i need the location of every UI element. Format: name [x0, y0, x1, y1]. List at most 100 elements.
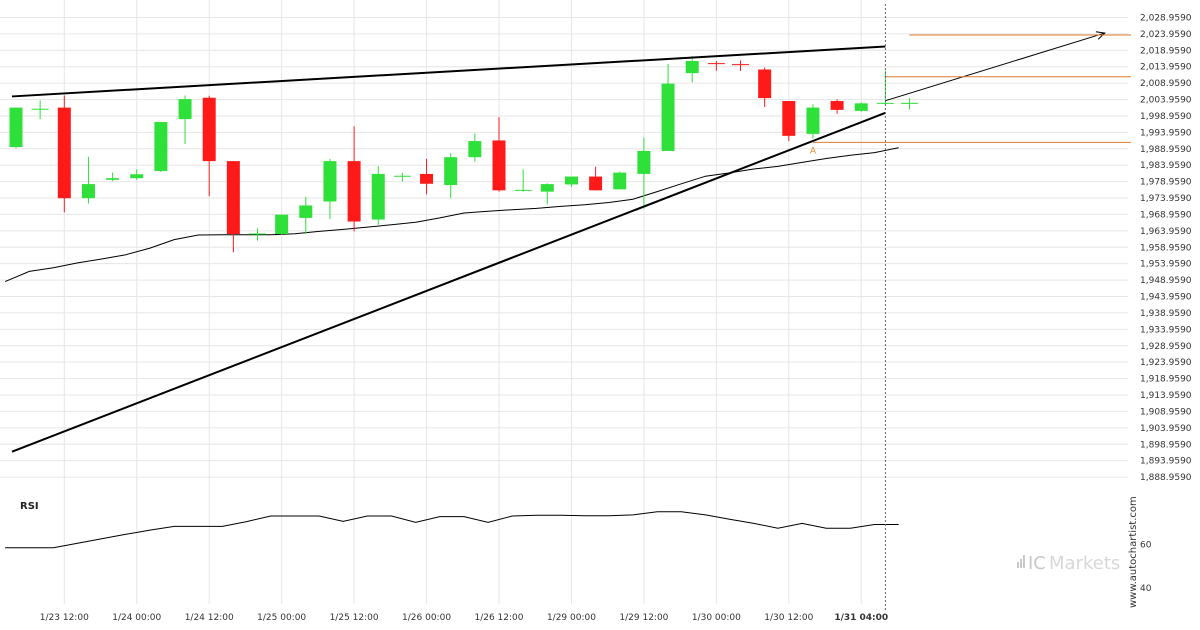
candle-body [323, 161, 337, 202]
candle-body [130, 174, 144, 179]
candle [514, 169, 532, 192]
candle-body [275, 214, 289, 234]
axes: 2,028.9590 2,023.9590 2,018.9590 2,013.9590… [40, 4, 1192, 623]
moving-average [4, 147, 899, 283]
pattern-marker-label: A [810, 147, 817, 157]
y-tick-label: 1,943.9590 [1140, 293, 1192, 303]
y-tick-label: 1,978.9590 [1140, 178, 1192, 188]
y-tick-label: 1,938.9590 [1140, 309, 1192, 319]
y-tick-label: 1,918.9590 [1140, 375, 1192, 385]
rsi-tick-label: 40 [1140, 584, 1152, 594]
projection-arrow-line [885, 32, 1105, 102]
y-tick-label: 2,008.9590 [1140, 79, 1192, 89]
y-tick-label: 1,893.9590 [1140, 457, 1192, 467]
candle-body [564, 176, 578, 185]
candle-body [81, 184, 95, 199]
candle-body [226, 161, 240, 234]
candle-body [782, 101, 796, 136]
x-tick-label: 1/23 12:00 [40, 613, 89, 623]
candle-body [854, 103, 868, 111]
trendlines [11, 31, 1106, 453]
candle-body [347, 161, 361, 222]
y-tick-label: 2,028.9590 [1140, 13, 1192, 23]
candle [31, 100, 49, 120]
x-tick-label: 1/29 00:00 [547, 613, 596, 623]
candle-body [613, 172, 627, 190]
y-tick-label: 1,933.9590 [1140, 325, 1192, 335]
candle [347, 126, 361, 232]
candle [613, 171, 627, 190]
candle [854, 102, 868, 112]
x-tick-label: 1/24 12:00 [185, 613, 234, 623]
candle [323, 158, 337, 220]
candle [57, 95, 71, 213]
candle-body [444, 157, 458, 186]
candle [589, 166, 603, 191]
candle-body [661, 83, 675, 151]
y-tick-label: 1,923.9590 [1140, 358, 1192, 368]
candle-body [758, 69, 772, 99]
y-tick-label: 1,963.9590 [1140, 227, 1192, 237]
y-tick-label: 1,953.9590 [1140, 260, 1192, 270]
candle-body [371, 173, 385, 220]
candle-body [492, 140, 506, 191]
projection-arrow-head [1095, 31, 1106, 40]
candle [564, 176, 578, 188]
candle [732, 60, 749, 71]
candle [806, 104, 820, 139]
y-tick-label: 2,018.9590 [1140, 46, 1192, 56]
x-tick-label: 1/31 04:00 [834, 613, 888, 623]
x-tick-label: 1/25 12:00 [330, 613, 379, 623]
candle [299, 196, 313, 234]
x-tick-label: 1/29 12:00 [619, 613, 668, 623]
rsi-line [5, 511, 899, 549]
candle [492, 117, 506, 192]
candle-body [57, 107, 71, 199]
levels: A [810, 34, 1131, 157]
x-tick-label: 1/26 00:00 [402, 613, 451, 623]
candle [782, 101, 796, 142]
watermark-url: www.autochartist.com [1128, 496, 1139, 608]
rsi-label: RSI [20, 501, 39, 512]
candle [830, 99, 844, 114]
brand-bars-icon [1017, 562, 1019, 568]
y-tick-label: 2,013.9590 [1140, 63, 1192, 73]
x-tick-label: 1/30 00:00 [692, 613, 741, 623]
candle-body [299, 205, 313, 218]
candle-body [202, 97, 216, 162]
candle [901, 98, 919, 110]
y-tick-label: 1,958.9590 [1140, 243, 1192, 253]
candle [685, 56, 699, 83]
candle-body [420, 173, 434, 184]
candle-body [637, 150, 651, 174]
x-tick-label: 1/25 00:00 [257, 613, 306, 623]
candle [9, 107, 23, 149]
y-tick-label: 1,988.9590 [1140, 145, 1192, 155]
candle-body [106, 178, 120, 180]
moving-average-line [4, 147, 899, 283]
y-tick-label: 1,898.9590 [1140, 440, 1192, 450]
y-tick-label: 1,983.9590 [1140, 161, 1192, 171]
candle-body [540, 184, 554, 192]
candle-body [9, 107, 23, 147]
brand-logo-markets: Markets [1049, 553, 1120, 574]
support-trendline [11, 111, 886, 453]
y-tick-label: 1,973.9590 [1140, 194, 1192, 204]
y-tick-label: 1,928.9590 [1140, 342, 1192, 352]
y-tick-label: 1,903.9590 [1140, 424, 1192, 434]
candle-body [154, 122, 168, 171]
candle [707, 60, 725, 71]
y-tick-label: 1,908.9590 [1140, 407, 1192, 417]
candle [130, 169, 144, 180]
candle-body [178, 99, 192, 120]
candle [178, 95, 192, 145]
candle [106, 172, 120, 182]
candle [758, 67, 772, 107]
candle [393, 172, 411, 182]
grid [0, 0, 1128, 604]
candle [468, 133, 482, 162]
candle [637, 137, 651, 209]
candle [275, 214, 289, 235]
candle [226, 161, 240, 253]
